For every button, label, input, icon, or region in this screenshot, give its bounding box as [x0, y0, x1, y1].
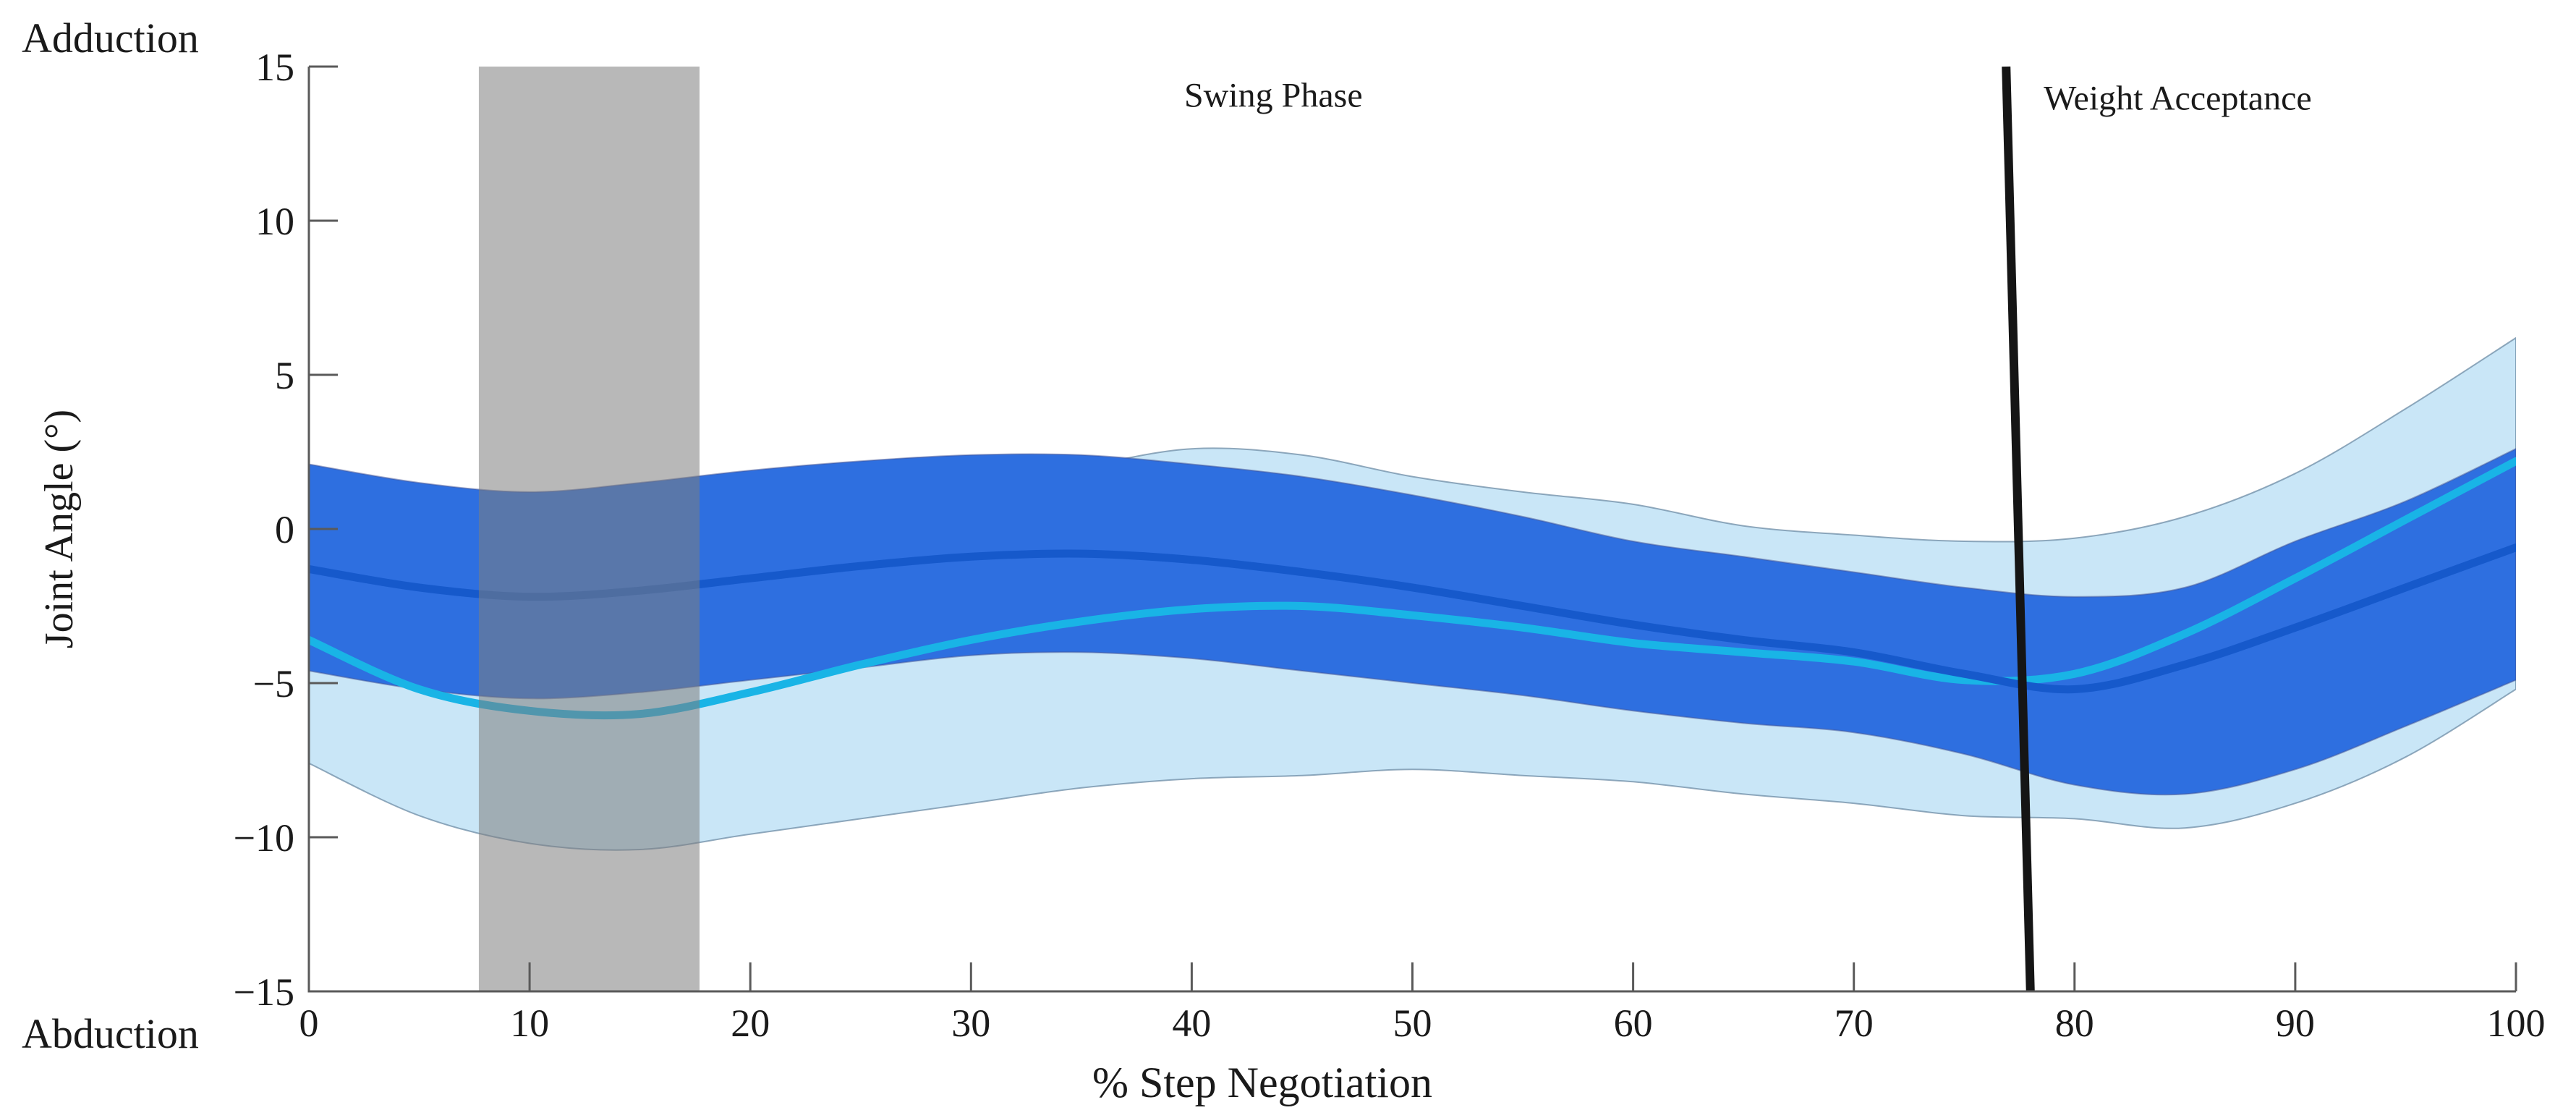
x-tick-label: 0 [299, 1001, 319, 1045]
x-tick-label: 70 [1835, 1001, 1874, 1045]
abduction-label: Abduction [22, 1010, 199, 1057]
x-tick-label: 60 [1614, 1001, 1653, 1045]
y-tick-label: 15 [255, 46, 294, 89]
y-tick-label: 0 [275, 508, 294, 551]
weight-acceptance-line [2002, 66, 2035, 992]
weight-acceptance-label: Weight Acceptance [2044, 80, 2312, 118]
dark-blue-group-confidence-band [309, 448, 2516, 796]
y-axis-title: Joint Angle (°) [37, 410, 82, 648]
x-tick-label: 20 [731, 1001, 770, 1045]
y-tick-label: 10 [255, 200, 294, 243]
x-tick-label: 40 [1172, 1001, 1211, 1045]
x-tick-label: 30 [951, 1001, 990, 1045]
x-tick-label: 100 [2487, 1001, 2546, 1045]
y-tick-label: −10 [234, 816, 294, 860]
y-tick-label: 5 [275, 354, 294, 397]
swing-phase-label: Swing Phase [1184, 76, 1363, 114]
x-tick-label: 10 [510, 1001, 549, 1045]
x-axis-title: % Step Negotiation [1092, 1059, 1432, 1106]
adduction-label: Adduction [22, 14, 199, 62]
plot-area [309, 67, 2516, 991]
x-tick-label: 80 [2055, 1001, 2094, 1045]
y-tick-label: −5 [253, 662, 294, 706]
x-tick-label: 50 [1393, 1001, 1432, 1045]
gray-highlight-band [478, 67, 700, 991]
y-tick-label: −15 [234, 970, 294, 1014]
x-tick-label: 90 [2276, 1001, 2315, 1045]
